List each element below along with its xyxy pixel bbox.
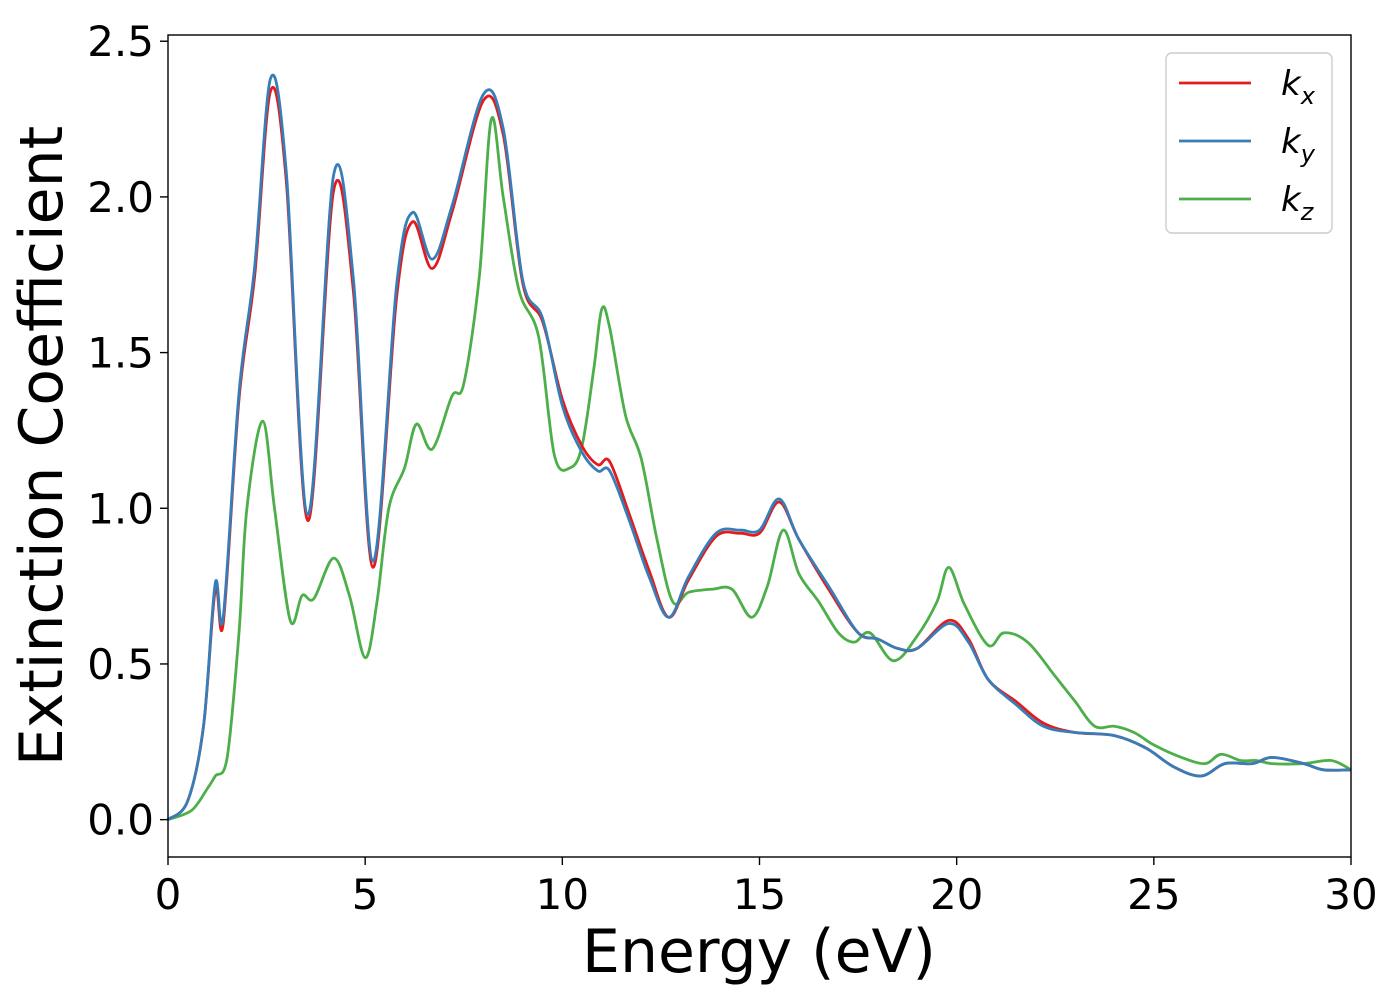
legend-frame	[1165, 52, 1333, 234]
y-tick-label: 1.5	[87, 329, 154, 378]
x-tick-label: 30	[1324, 870, 1377, 919]
x-axis: 0 5 10 15 20 25 30	[155, 857, 1378, 919]
series-line-ky	[167, 73, 1352, 821]
x-axis-title: Energy (eV)	[582, 917, 936, 987]
y-tick-label: 2.0	[87, 173, 154, 222]
x-tick-label: 5	[352, 870, 379, 919]
series-line-kz	[167, 115, 1352, 821]
y-tick-label: 0.0	[87, 796, 154, 845]
x-tick-label: 25	[1127, 870, 1180, 919]
y-tick-label: 2.5	[87, 17, 154, 66]
series-layer	[167, 73, 1352, 821]
y-axis: 0.0 0.5 1.0 1.5 2.0 2.5	[87, 17, 168, 845]
x-tick-label: 15	[733, 870, 786, 919]
x-tick-label: 20	[930, 870, 983, 919]
x-tick-label: 0	[155, 870, 182, 919]
x-tick-label: 10	[536, 870, 589, 919]
y-tick-label: 0.5	[87, 640, 154, 689]
y-axis-title: Extinction Coefficient	[7, 126, 77, 766]
y-tick-label: 1.0	[87, 484, 154, 533]
